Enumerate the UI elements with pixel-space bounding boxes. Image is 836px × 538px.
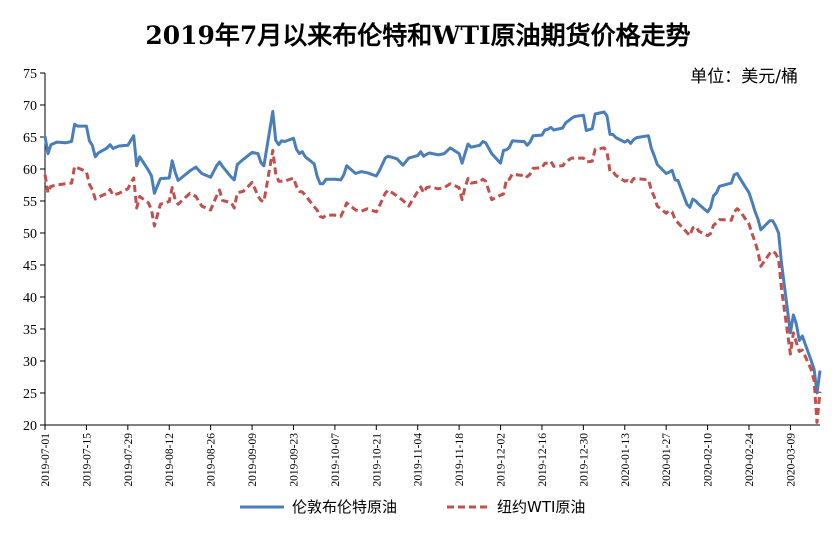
x-tick-label: 2019-07-01 bbox=[40, 433, 52, 487]
x-tick-label: 2019-10-07 bbox=[330, 433, 342, 487]
x-tick-label: 2020-01-27 bbox=[661, 433, 673, 487]
y-tick-label: 35 bbox=[23, 323, 37, 338]
x-tick-label: 2019-09-09 bbox=[247, 433, 259, 487]
x-tick-label: 2019-07-29 bbox=[123, 433, 135, 487]
x-tick-label: 2019-10-21 bbox=[371, 433, 383, 487]
y-tick-label: 55 bbox=[23, 195, 37, 210]
legend-label: 伦敦布伦特原油 bbox=[292, 498, 397, 516]
x-tick-label: 2020-03-09 bbox=[785, 433, 797, 487]
y-tick-label: 65 bbox=[23, 131, 37, 146]
y-tick-label: 20 bbox=[23, 419, 37, 434]
unit-label: 单位：美元/桶 bbox=[690, 67, 798, 87]
x-tick-label: 2019-11-18 bbox=[454, 433, 466, 486]
y-tick-label: 40 bbox=[23, 291, 37, 306]
y-tick-label: 50 bbox=[23, 227, 37, 242]
series-line-brent bbox=[43, 109, 822, 395]
x-tick-label: 2019-12-02 bbox=[496, 433, 508, 487]
y-tick-label: 25 bbox=[23, 387, 37, 402]
chart-title: 2019年7月以来布伦特和WTI原油期货价格走势 bbox=[145, 21, 690, 50]
x-tick-label: 2019-08-12 bbox=[164, 433, 176, 487]
series-line-wti bbox=[43, 146, 822, 424]
x-tick-label: 2019-12-30 bbox=[578, 433, 590, 487]
y-axis: 20 25 30 35 40 45 50 55 60 65 70 75 bbox=[23, 67, 46, 434]
y-tick-label: 30 bbox=[23, 355, 37, 370]
x-tick-label: 2020-02-10 bbox=[703, 433, 715, 487]
x-tick-label: 2019-07-15 bbox=[81, 433, 93, 487]
legend: 伦敦布伦特原油 纽约WTI原油 bbox=[240, 498, 585, 516]
x-tick-label: 2019-12-16 bbox=[537, 433, 549, 487]
x-tick-label: 2020-01-13 bbox=[620, 433, 632, 487]
x-tick-label: 2019-08-26 bbox=[206, 433, 218, 487]
y-tick-label: 75 bbox=[23, 67, 37, 82]
x-tick-label: 2020-02-24 bbox=[744, 433, 756, 487]
series-layer bbox=[43, 109, 822, 424]
x-axis: 2019-07-01 2019-07-15 2019-07-29 2019-08-12… bbox=[40, 424, 820, 487]
x-tick-label: 2019-11-04 bbox=[413, 433, 425, 486]
x-tick-label: 2019-09-23 bbox=[288, 433, 300, 487]
legend-label: 纽约WTI原油 bbox=[497, 498, 585, 516]
y-tick-label: 70 bbox=[23, 99, 37, 114]
y-tick-label: 60 bbox=[23, 163, 37, 178]
y-tick-label: 45 bbox=[23, 259, 37, 274]
